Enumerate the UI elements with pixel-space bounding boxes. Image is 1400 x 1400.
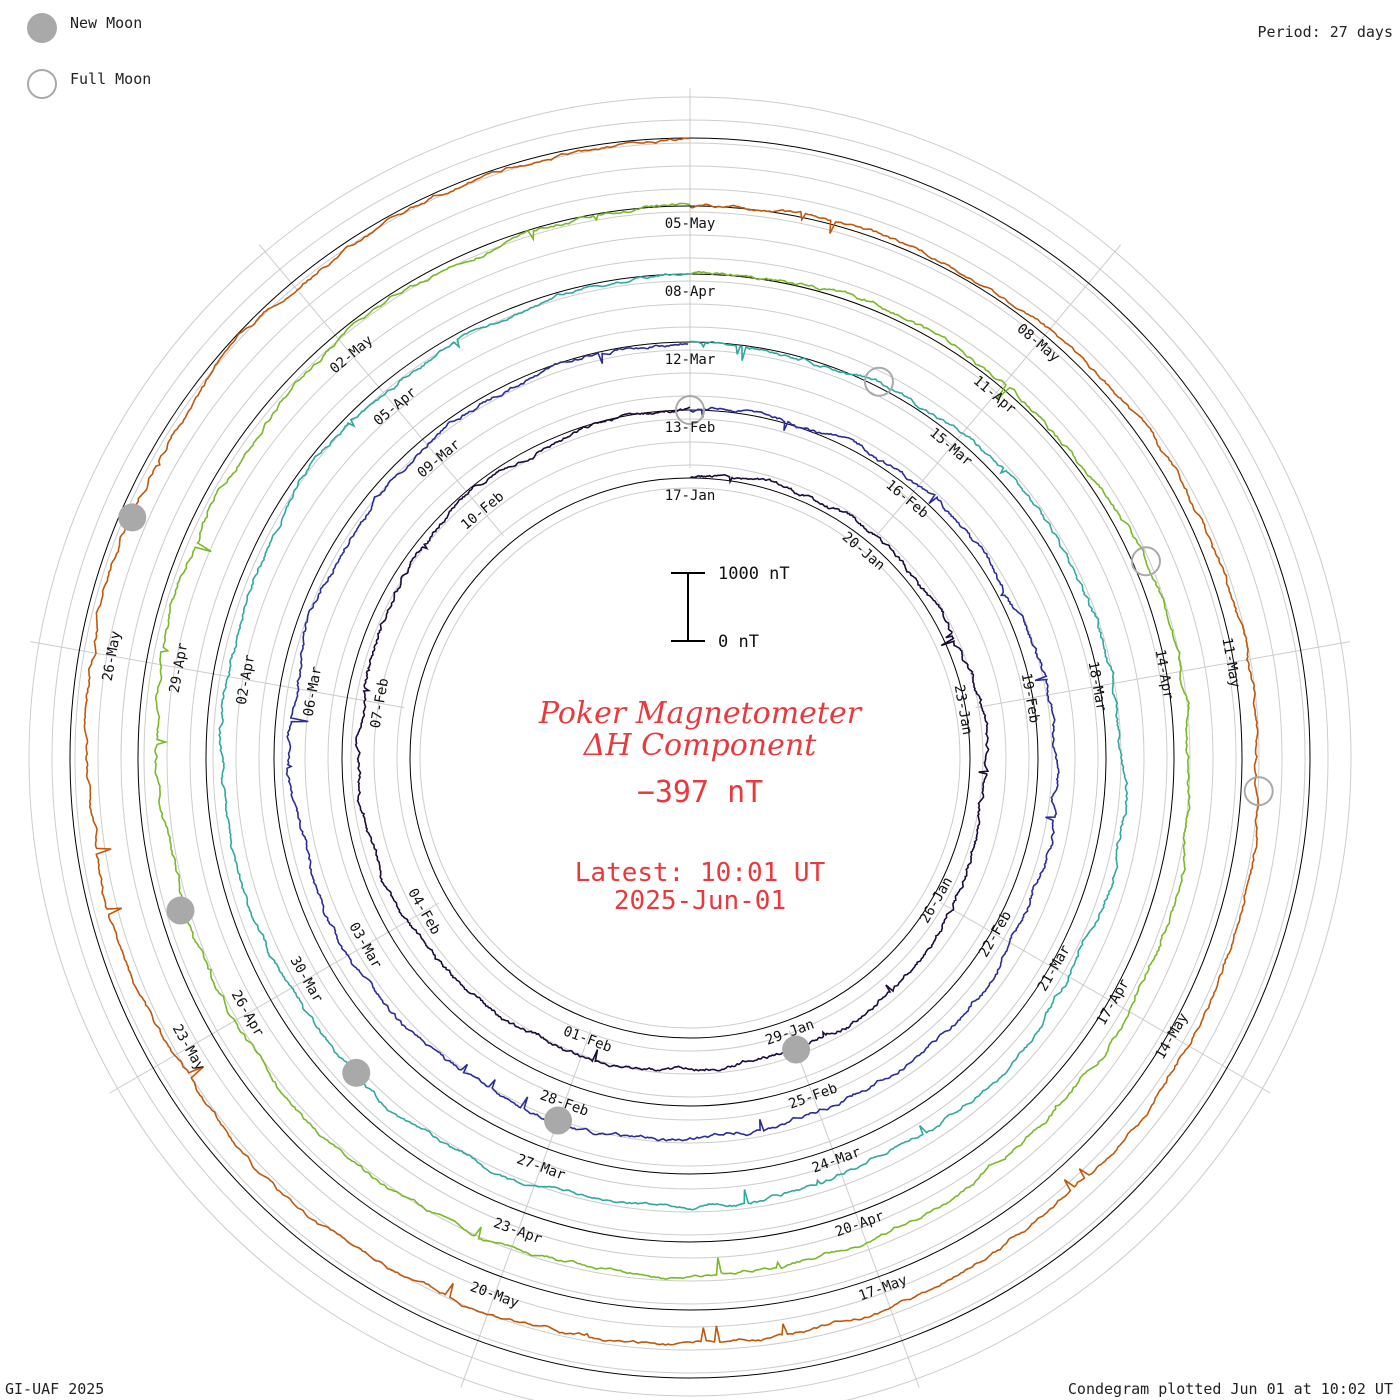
current-value: −397 nT (636, 775, 764, 810)
tick-label: 17-May (856, 1272, 909, 1304)
period-label: Period: 27 days (1257, 23, 1393, 41)
grid-circle (143, 211, 1237, 1305)
grid-circle (419, 487, 961, 1029)
radial-line (788, 1030, 920, 1388)
tick-label: 05-Apr (371, 384, 420, 429)
radial-line (460, 1030, 592, 1388)
tick-label: 15-Mar (926, 425, 975, 470)
series-line-13-Feb (285, 343, 1060, 1142)
full-moon-icon (27, 69, 57, 99)
tick-label: 09-Mar (415, 437, 464, 482)
radial-line (975, 641, 1350, 709)
scale-bar-top-label: 1000 nT (718, 564, 790, 584)
grid-circle (28, 96, 1352, 1400)
radial-line (258, 244, 504, 537)
series-line-08-Apr (154, 202, 1191, 1281)
tick-label: 06-Mar (301, 665, 326, 718)
series-line-12-Mar (218, 272, 1129, 1211)
tick-label: 07-Feb (368, 677, 393, 730)
new-moon-marker (782, 1035, 811, 1064)
grid-circle (281, 349, 1099, 1167)
grid-circle (304, 372, 1076, 1144)
tick-label: 24-Mar (810, 1144, 863, 1176)
new-moon-marker (544, 1106, 573, 1135)
full-moon-marker (1243, 776, 1274, 807)
tick-label: 11-Apr (970, 373, 1019, 418)
baseline-circle (137, 205, 1243, 1311)
tick-label: 23-May (169, 1022, 208, 1074)
data-series (83, 137, 1260, 1346)
grid-circle (350, 418, 1030, 1098)
full-moon-marker (675, 395, 705, 425)
tick-label: 04-Feb (404, 886, 443, 938)
grid-circles (28, 96, 1352, 1400)
tick-label: 13-Feb (665, 420, 716, 436)
tick-label: 05-May (665, 216, 716, 232)
date-tick-labels: 17-Jan20-Jan23-Jan26-Jan29-Jan01-Feb04-F… (100, 216, 1243, 1311)
tick-label: 16-Feb (882, 477, 931, 522)
full-moon-legend-label: Full Moon (70, 70, 152, 88)
grid-circle (189, 257, 1191, 1259)
grid-circle (235, 303, 1145, 1213)
tick-label: 18-Mar (1085, 660, 1110, 713)
radial-line (30, 641, 405, 709)
new-moon-marker (166, 896, 195, 925)
series-line-17-Jan (354, 406, 990, 1072)
full-moon-marker (863, 366, 894, 397)
grid-circle (120, 188, 1260, 1328)
footer-credit: GI-UAF 2025 (5, 1380, 105, 1398)
tick-label: 14-Apr (1152, 648, 1177, 701)
scale-bar: 1000 nT 0 nT (671, 564, 790, 652)
latest-date: 2025-Jun-01 (613, 886, 787, 916)
tick-label: 08-May (1014, 321, 1063, 366)
radial-line (876, 244, 1122, 537)
scale-bar-bottom-label: 0 nT (718, 632, 759, 652)
radial-grid-lines (30, 88, 1350, 1388)
grid-circle (166, 234, 1214, 1282)
grid-circle (373, 441, 1007, 1075)
tick-label: 12-Mar (665, 352, 716, 368)
tick-label: 08-Apr (665, 284, 716, 300)
new-moon-marker (342, 1058, 371, 1087)
moon-markers (118, 366, 1274, 1135)
latest-time: Latest: 10:01 UT (574, 858, 826, 888)
tick-label: 17-Jan (665, 488, 716, 504)
tick-label: 11-May (1218, 636, 1243, 689)
tick-label: 25-Feb (787, 1080, 840, 1112)
tick-label: 27-Mar (514, 1151, 567, 1183)
footer-plot-time: Condegram plotted Jun 01 at 10:02 UT (1067, 1380, 1393, 1398)
tick-label: 21-Mar (1035, 942, 1074, 994)
new-moon-marker (118, 503, 147, 532)
tick-label: 20-Apr (833, 1208, 886, 1240)
grid-circle (97, 165, 1283, 1351)
grid-circle (51, 119, 1329, 1397)
tick-label: 02-Apr (234, 653, 259, 706)
radial-line (109, 902, 440, 1094)
full-moon-marker (1130, 546, 1161, 577)
new-moon-icon (27, 13, 57, 43)
chart-subtitle: ΔH Component (583, 728, 817, 763)
grid-circle (74, 142, 1306, 1374)
baseline-circle (341, 409, 1039, 1107)
tick-label: 26-May (100, 630, 125, 683)
tick-label: 20-May (468, 1279, 521, 1311)
new-moon-legend-label: New Moon (70, 14, 143, 32)
chart-title: Poker Magnetometer (538, 696, 862, 731)
grid-circle (396, 464, 984, 1052)
grid-circle (212, 280, 1168, 1236)
baseline-circle (409, 477, 971, 1039)
tick-label: 02-May (327, 332, 376, 377)
radial-line (940, 902, 1271, 1094)
series-line-05-May (83, 137, 1260, 1346)
tick-label: 29-Apr (167, 642, 192, 695)
